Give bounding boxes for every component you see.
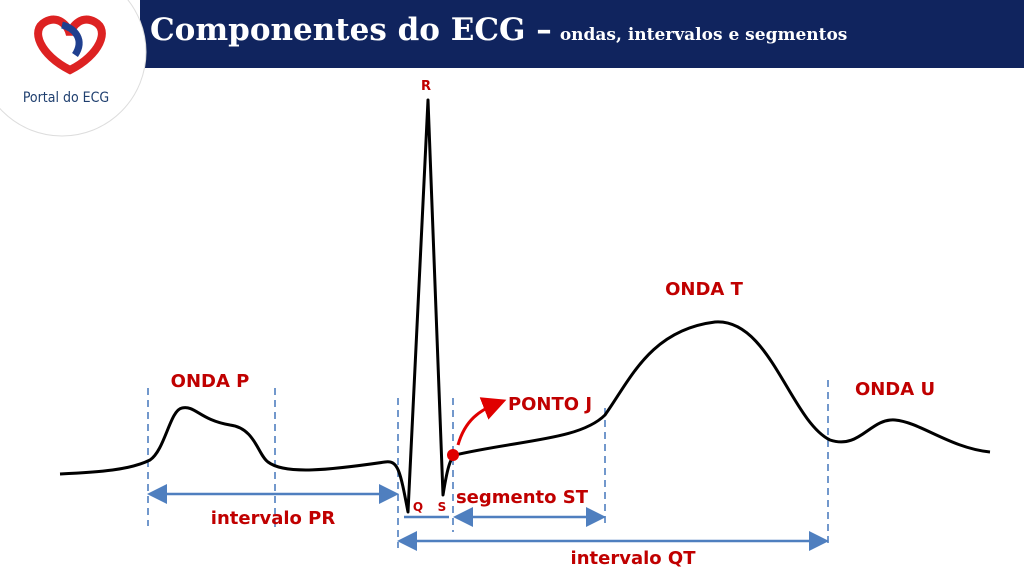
ecg-trace xyxy=(59,98,991,514)
logo-heart xyxy=(34,15,106,75)
j-arrow xyxy=(456,397,507,446)
label-segmento-st: segmento ST xyxy=(456,487,589,508)
label-ponto-j: PONTO J xyxy=(508,394,592,415)
logo-swoosh xyxy=(60,21,83,57)
label-q: Q xyxy=(413,500,423,514)
logo-text: Portal do ECG xyxy=(23,90,109,106)
label-intervalo-qt: intervalo QT xyxy=(571,548,697,569)
label-r: R xyxy=(421,79,431,94)
j-point xyxy=(447,449,459,461)
header-bar xyxy=(140,0,1024,68)
header-title: Componentes do ECG – ondas, intervalos e … xyxy=(150,12,847,48)
label-onda-t: ONDA T xyxy=(665,279,744,300)
label-onda-p: ONDA P xyxy=(171,371,250,392)
label-s: S xyxy=(438,500,447,514)
label-intervalo-pr: intervalo PR xyxy=(211,508,336,529)
label-onda-u: ONDA U xyxy=(855,379,935,400)
